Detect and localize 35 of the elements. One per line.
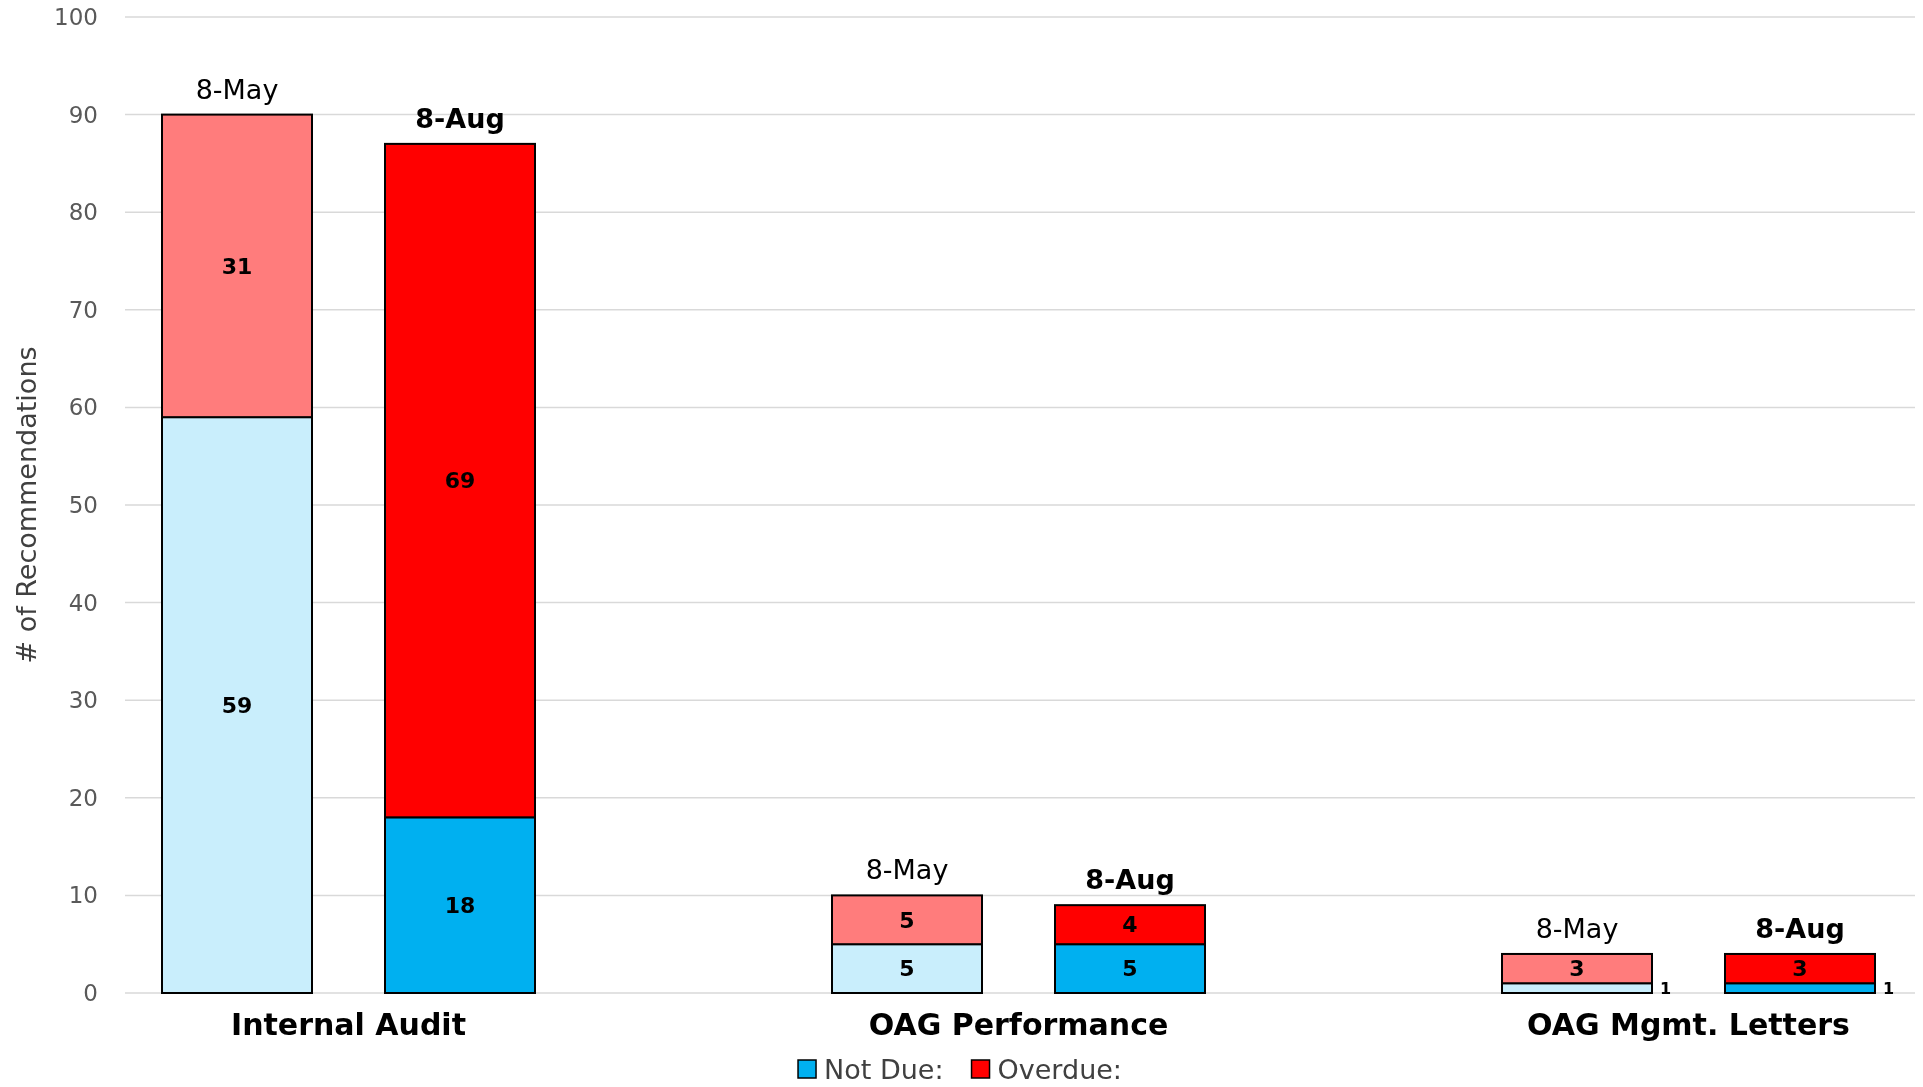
y-tick-label: 40 (68, 589, 98, 616)
x-tick-label: 8-Aug (415, 102, 505, 134)
x-tick-label: 8-May (195, 73, 279, 105)
y-tick-label: 90 (68, 101, 98, 128)
x-tick-label: 8-Aug (1755, 912, 1845, 944)
y-tick-label: 60 (68, 394, 98, 421)
data-label: 5 (1122, 956, 1138, 982)
x-tick-label: 8-May (1535, 912, 1619, 944)
data-label: 31 (221, 253, 253, 279)
data-label: 69 (444, 468, 476, 494)
data-label: 59 (221, 692, 253, 718)
y-tick-label: 70 (68, 296, 98, 323)
y-tick-label: 0 (83, 980, 98, 1007)
y-tick-label: 30 (68, 687, 98, 714)
legend-label: Not Due: (824, 1054, 944, 1086)
data-label: 1 (1660, 978, 1672, 998)
y-tick-label: 80 (68, 199, 98, 226)
data-label: 3 (1792, 956, 1808, 982)
data-label: 3 (1569, 956, 1585, 982)
y-tick-label: 50 (68, 492, 98, 519)
data-label: 4 (1122, 912, 1138, 938)
y-tick-label: 10 (68, 882, 98, 909)
x-tick-label: 8-May (865, 854, 949, 886)
y-tick-label: 100 (54, 4, 98, 31)
text: Internal Audit (230, 1007, 467, 1042)
y-tick-label: 20 (68, 784, 98, 811)
x-tick-label: 8-Aug (1085, 864, 1175, 896)
y-axis-title: # of Recommendations (11, 346, 42, 664)
legend-label: Overdue: (997, 1054, 1122, 1086)
data-label: 5 (899, 907, 915, 933)
text: OAG Performance (868, 1007, 1169, 1042)
data-label: 18 (444, 892, 476, 918)
data-label: 5 (899, 956, 915, 982)
data-label: 1 (1883, 978, 1895, 998)
text: OAG Mgmt. Letters (1527, 1007, 1850, 1042)
